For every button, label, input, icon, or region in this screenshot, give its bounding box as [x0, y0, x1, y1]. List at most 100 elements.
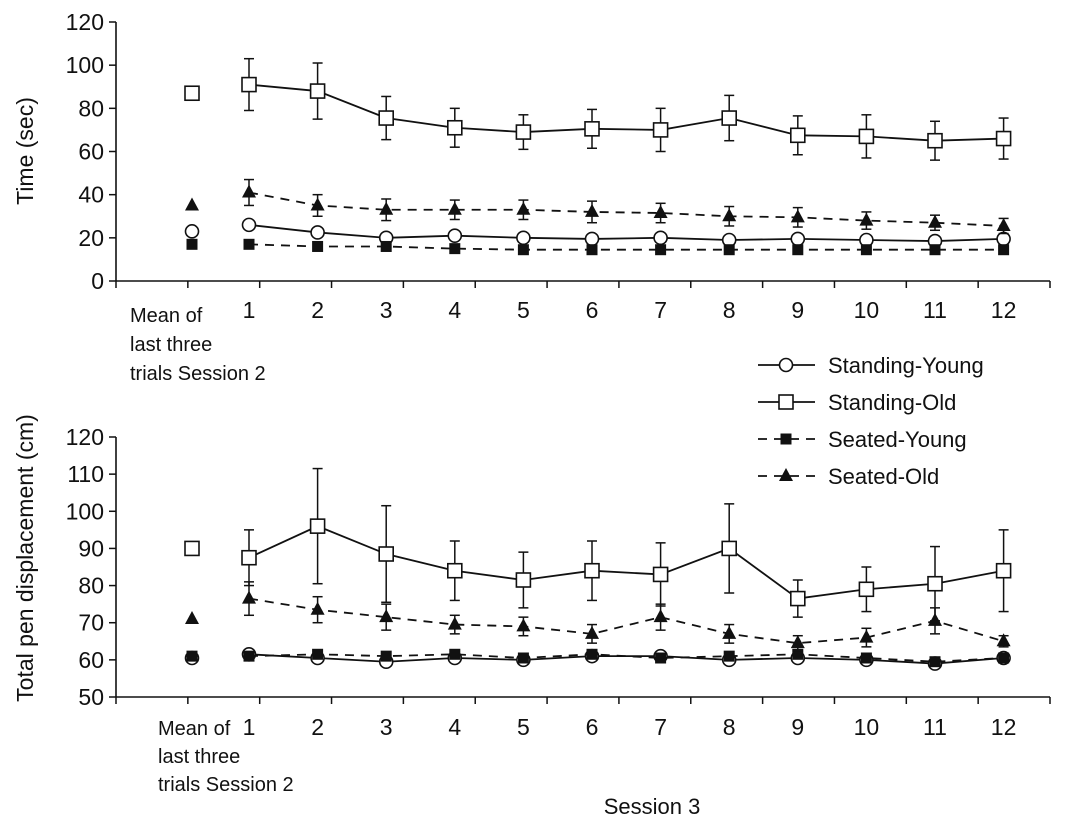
y-tick-label: 0: [91, 268, 104, 294]
series-standing-young: [184, 646, 1011, 671]
data-point: [241, 76, 257, 93]
data-point: [996, 231, 1011, 247]
data-point: [446, 119, 463, 136]
data-point: [380, 650, 392, 662]
data-point: [243, 650, 255, 662]
data-point: [447, 201, 462, 215]
data-point: [998, 652, 1010, 664]
data-point: [517, 652, 529, 664]
x-tick-label: 11: [923, 714, 947, 740]
data-point: [721, 540, 738, 557]
x-tick-label: 6: [586, 714, 599, 740]
data-point: [584, 231, 600, 247]
data-point: [517, 244, 529, 256]
data-point: [515, 124, 532, 140]
data-point: [378, 110, 395, 126]
data-point: [312, 648, 324, 660]
legend-label: Standing-Young: [828, 353, 984, 378]
series-line: [248, 223, 1004, 242]
series-standing-old: [184, 467, 1012, 622]
data-point: [995, 130, 1012, 147]
series-line: [248, 525, 1004, 600]
baseline-point: [185, 611, 199, 624]
data-point: [516, 230, 531, 246]
data-point: [447, 616, 462, 630]
x-tick-label: 5: [517, 297, 530, 323]
baseline-point: [185, 197, 199, 211]
y-tick-label: 60: [78, 139, 104, 165]
data-point: [859, 629, 874, 643]
y-tick-label: 60: [78, 647, 104, 673]
data-point: [789, 127, 806, 144]
data-point: [585, 625, 599, 639]
data-point: [859, 212, 874, 226]
baseline-point: [186, 650, 198, 662]
baseline-label-line: trials Session 2: [158, 774, 294, 796]
data-point: [379, 609, 394, 623]
legend-item: Seated-Young: [758, 427, 967, 452]
series-line: [248, 653, 1004, 663]
data-point: [723, 244, 735, 256]
series-standing-young: [184, 217, 1011, 249]
data-point: [928, 612, 942, 626]
data-point: [929, 656, 941, 668]
baseline-label-line: last three: [130, 334, 212, 356]
x-tick-label: 7: [654, 297, 667, 323]
data-point: [312, 240, 324, 252]
x-tick-label: 4: [448, 714, 461, 740]
y-tick-label: 80: [78, 95, 104, 121]
x-tick-label: 2: [311, 297, 324, 323]
data-point: [653, 205, 668, 219]
data-point: [447, 228, 463, 243]
y-tick-label: 120: [66, 9, 104, 35]
data-point: [998, 244, 1010, 256]
data-point: [241, 549, 257, 566]
data-point: [858, 581, 875, 598]
data-point: [241, 217, 257, 233]
legend-item: Seated-Old: [758, 464, 939, 489]
baseline-point: [184, 85, 200, 102]
data-point: [378, 546, 395, 562]
y-tick-label: 100: [66, 52, 104, 78]
data-point: [380, 240, 392, 252]
data-point: [309, 83, 326, 99]
x-tick-label: 11: [923, 297, 947, 323]
data-point: [653, 230, 668, 246]
series-seated-old: [185, 178, 1011, 235]
y-axis-title: Total pen displacement (cm): [12, 414, 38, 702]
data-point: [655, 244, 667, 256]
data-point: [721, 110, 738, 126]
data-point: [858, 128, 875, 145]
data-point: [446, 562, 463, 579]
x-tick-label: 9: [791, 714, 804, 740]
series-seated-young: [186, 648, 1010, 668]
series-seated-old: [185, 581, 1011, 652]
data-point: [379, 201, 394, 215]
data-point: [242, 590, 256, 604]
y-tick-label: 20: [78, 225, 104, 251]
data-point: [653, 609, 668, 623]
y-axis-title: Time (sec): [12, 97, 38, 205]
x-tick-label: 10: [854, 297, 880, 323]
legend-marker: [779, 468, 793, 481]
legend-marker: [780, 433, 792, 445]
data-point: [310, 601, 325, 615]
data-point: [449, 243, 461, 255]
legend-item: Standing-Old: [758, 390, 956, 415]
series-line: [248, 653, 1004, 665]
y-tick-label: 40: [78, 182, 104, 208]
data-point: [242, 184, 256, 198]
data-point: [309, 518, 326, 534]
legend: Standing-Young Standing-Old Seated-Young Se…: [758, 353, 984, 489]
x-tick-label: 1: [243, 297, 256, 323]
data-point: [790, 209, 805, 223]
data-point: [516, 201, 531, 215]
x-tick-label: 8: [723, 297, 736, 323]
y-tick-label: 50: [78, 684, 104, 710]
baseline-point: [184, 224, 200, 239]
data-point: [929, 244, 941, 256]
data-point: [723, 650, 735, 662]
series-standing-old: [184, 57, 1012, 161]
